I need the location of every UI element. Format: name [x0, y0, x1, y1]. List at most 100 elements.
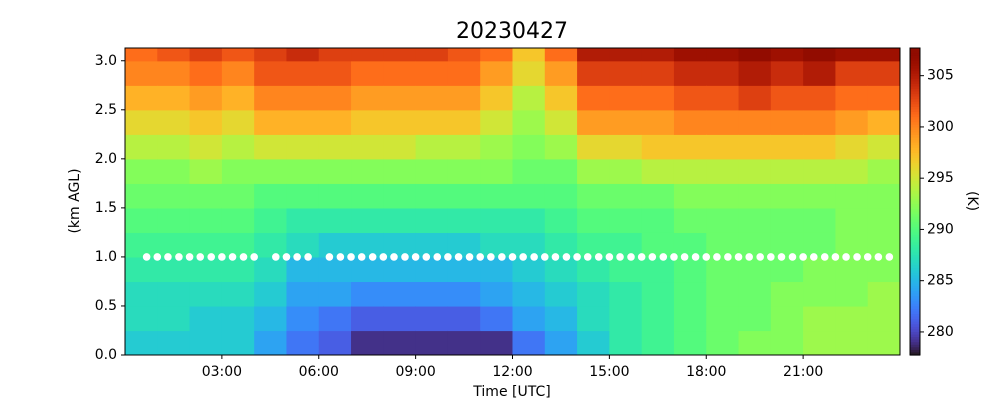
heatmap-cell	[189, 232, 223, 258]
heatmap-cell	[706, 60, 740, 86]
heatmap-cell	[221, 232, 255, 258]
colorbar-step	[910, 119, 920, 123]
colorbar-tick-label: 305	[927, 68, 954, 84]
heatmap-cell	[512, 183, 546, 209]
heatmap-cell	[867, 330, 900, 355]
heatmap-cell	[286, 48, 320, 62]
colorbar-step	[910, 48, 920, 52]
heatmap-cell	[447, 256, 481, 283]
heatmap-cell	[673, 305, 707, 332]
y-tick-label: 2.5	[95, 102, 117, 118]
marker	[659, 253, 668, 261]
marker	[498, 253, 506, 261]
heatmap-cell	[318, 183, 352, 209]
x-tick-label: 06:00	[299, 364, 339, 380]
marker	[540, 253, 549, 261]
marker	[379, 253, 388, 261]
heatmap-cell	[318, 330, 352, 355]
heatmap-cell	[512, 232, 546, 258]
colorbar-step	[910, 321, 920, 325]
colorbar-step	[910, 275, 920, 279]
heatmap-cell	[738, 48, 772, 62]
colorbar-step	[910, 209, 920, 213]
marker	[562, 253, 571, 261]
marker	[627, 253, 635, 261]
heatmap-cell	[286, 207, 320, 233]
colorbar-frame	[909, 47, 921, 356]
heatmap-cell	[221, 330, 255, 355]
heatmap-cell	[157, 60, 191, 86]
heatmap-cell	[447, 158, 481, 184]
heatmap-cell	[770, 85, 804, 111]
marker	[411, 253, 420, 261]
heatmap-cell	[383, 183, 417, 209]
colorbar-tick-label: 290	[927, 221, 954, 237]
heatmap-cell	[221, 281, 255, 307]
heatmap-cell	[706, 134, 740, 160]
heatmap-cell	[706, 281, 740, 307]
heatmap-cell	[738, 207, 772, 233]
heatmap-cell	[577, 330, 610, 355]
heatmap-cell	[447, 281, 481, 307]
heatmap-cell	[254, 256, 288, 283]
heatmap-cell	[318, 305, 352, 332]
marker	[207, 253, 216, 261]
marker	[734, 253, 743, 261]
marker	[196, 253, 205, 261]
heatmap-cell	[125, 330, 158, 355]
heatmap-cell	[577, 207, 610, 233]
heatmap-cell	[286, 330, 320, 355]
colorbar-step	[910, 160, 920, 164]
heatmap-cell	[867, 256, 900, 283]
heatmap-cell	[221, 256, 255, 283]
heatmap-cell	[221, 158, 255, 184]
heatmap-cell	[383, 48, 417, 62]
heatmap-cell	[673, 256, 707, 283]
heatmap-cell	[415, 232, 449, 258]
heatmap-cell	[706, 48, 740, 62]
marker	[175, 253, 183, 261]
colorbar-step	[910, 53, 920, 57]
colorbar-step	[910, 88, 920, 93]
colorbar-step	[910, 329, 920, 333]
colorbar-step	[910, 94, 920, 98]
colorbar-step	[910, 339, 920, 343]
marker	[745, 253, 753, 261]
heatmap-cell	[189, 158, 223, 184]
heatmap-cell	[867, 281, 900, 307]
heatmap-cell	[706, 158, 740, 184]
colorbar-step	[910, 227, 920, 231]
heatmap-cell	[706, 330, 740, 355]
colorbar-step	[910, 303, 920, 307]
heatmap-cell	[770, 48, 804, 62]
heatmap-cell	[512, 109, 546, 135]
heatmap-cell	[544, 60, 578, 86]
colorbar-step	[910, 145, 920, 149]
heatmap-cell	[803, 330, 837, 355]
colorbar-step	[910, 196, 920, 200]
heatmap-cell	[415, 305, 449, 332]
colorbar-step	[910, 99, 920, 103]
heatmap-cell	[480, 281, 514, 307]
heatmap-cell	[157, 134, 191, 160]
heatmap-cell	[609, 183, 643, 209]
markers	[142, 253, 894, 261]
heatmap-cell	[318, 60, 352, 86]
heatmap-cell	[157, 207, 191, 233]
colorbar-step	[910, 71, 920, 75]
heatmap-cell	[738, 256, 772, 283]
heatmap-cell	[415, 330, 449, 355]
colorbar-step	[910, 83, 920, 87]
marker	[756, 253, 764, 261]
colorbar-step	[910, 152, 920, 157]
colorbar-step	[910, 291, 920, 295]
marker	[347, 253, 355, 261]
heatmap-cell	[415, 256, 449, 283]
heatmap-cell	[254, 85, 288, 111]
heatmap-cell	[480, 109, 514, 135]
heatmap-cell	[609, 281, 643, 307]
heatmap-cell	[125, 134, 158, 160]
heatmap-cell	[641, 183, 675, 209]
colorbar-label: (K)	[964, 191, 980, 211]
heatmap-cell	[673, 48, 707, 62]
